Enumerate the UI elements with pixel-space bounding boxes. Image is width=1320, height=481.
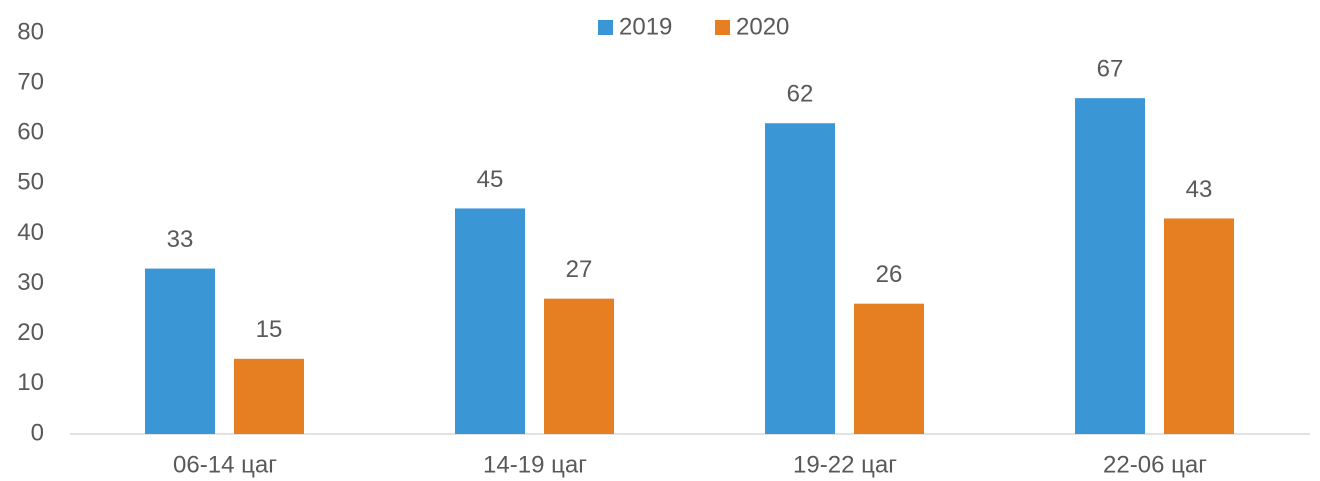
x-tick-label: 14-19 цаг — [483, 451, 587, 478]
y-tick-label: 50 — [17, 169, 44, 196]
y-tick-label: 0 — [31, 419, 44, 446]
bar — [234, 358, 304, 434]
legend-label: 2019 — [619, 13, 672, 40]
data-label: 15 — [256, 316, 283, 343]
x-tick-label: 06-14 цаг — [173, 451, 277, 478]
y-tick-label: 40 — [17, 219, 44, 246]
data-label: 26 — [876, 261, 903, 288]
bar — [455, 208, 525, 434]
y-tick-label: 20 — [17, 319, 44, 346]
y-tick-label: 10 — [17, 369, 44, 396]
data-label: 45 — [477, 166, 504, 193]
data-label: 43 — [1186, 176, 1213, 203]
data-label: 67 — [1097, 56, 1124, 83]
data-label: 33 — [167, 226, 194, 253]
x-tick-label: 19-22 цаг — [793, 451, 897, 478]
legend-label: 2020 — [736, 13, 789, 40]
bar — [1164, 218, 1234, 434]
bar — [1075, 98, 1145, 434]
bar — [145, 268, 215, 434]
y-tick-label: 70 — [17, 68, 44, 95]
x-tick-label: 22-06 цаг — [1103, 451, 1207, 478]
legend-swatch — [598, 20, 613, 35]
bar — [765, 123, 835, 434]
y-tick-label: 60 — [17, 119, 44, 146]
data-label: 62 — [787, 81, 814, 108]
bar — [544, 298, 614, 434]
bar — [854, 303, 924, 434]
y-tick-label: 80 — [17, 18, 44, 45]
data-label: 27 — [566, 256, 593, 283]
legend-swatch — [715, 20, 730, 35]
y-tick-label: 30 — [17, 269, 44, 296]
